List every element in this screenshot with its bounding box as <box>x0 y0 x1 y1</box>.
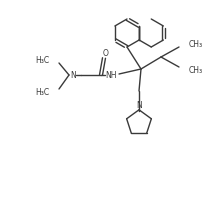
Text: NH: NH <box>105 70 117 80</box>
Text: CH₃: CH₃ <box>189 39 203 49</box>
Text: O: O <box>103 49 109 58</box>
Text: H₃C: H₃C <box>35 88 49 96</box>
Text: CH₃: CH₃ <box>189 65 203 74</box>
Text: N: N <box>70 70 76 80</box>
Text: N: N <box>136 101 142 110</box>
Text: H₃C: H₃C <box>35 55 49 65</box>
